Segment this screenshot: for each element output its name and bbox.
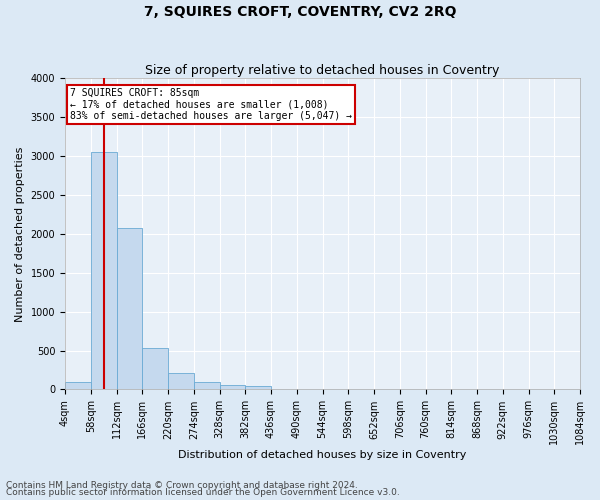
Text: Contains HM Land Registry data © Crown copyright and database right 2024.: Contains HM Land Registry data © Crown c… (6, 480, 358, 490)
Text: 7 SQUIRES CROFT: 85sqm
← 17% of detached houses are smaller (1,008)
83% of semi-: 7 SQUIRES CROFT: 85sqm ← 17% of detached… (70, 88, 352, 120)
Bar (142, 348, 168, 390)
Bar (168, 373, 194, 390)
X-axis label: Distribution of detached houses by size in Coventry: Distribution of detached houses by size … (178, 450, 467, 460)
Title: Size of property relative to detached houses in Coventry: Size of property relative to detached ho… (145, 64, 500, 77)
Bar (65, 382, 91, 390)
Bar (91, 152, 116, 390)
Bar (220, 385, 245, 390)
Bar (116, 228, 142, 390)
Text: Contains public sector information licensed under the Open Government Licence v3: Contains public sector information licen… (6, 488, 400, 497)
Bar (245, 386, 271, 390)
Bar (271, 388, 297, 390)
Text: 7, SQUIRES CROFT, COVENTRY, CV2 2RQ: 7, SQUIRES CROFT, COVENTRY, CV2 2RQ (144, 5, 456, 19)
Y-axis label: Number of detached properties: Number of detached properties (15, 146, 25, 322)
Bar (194, 382, 220, 390)
